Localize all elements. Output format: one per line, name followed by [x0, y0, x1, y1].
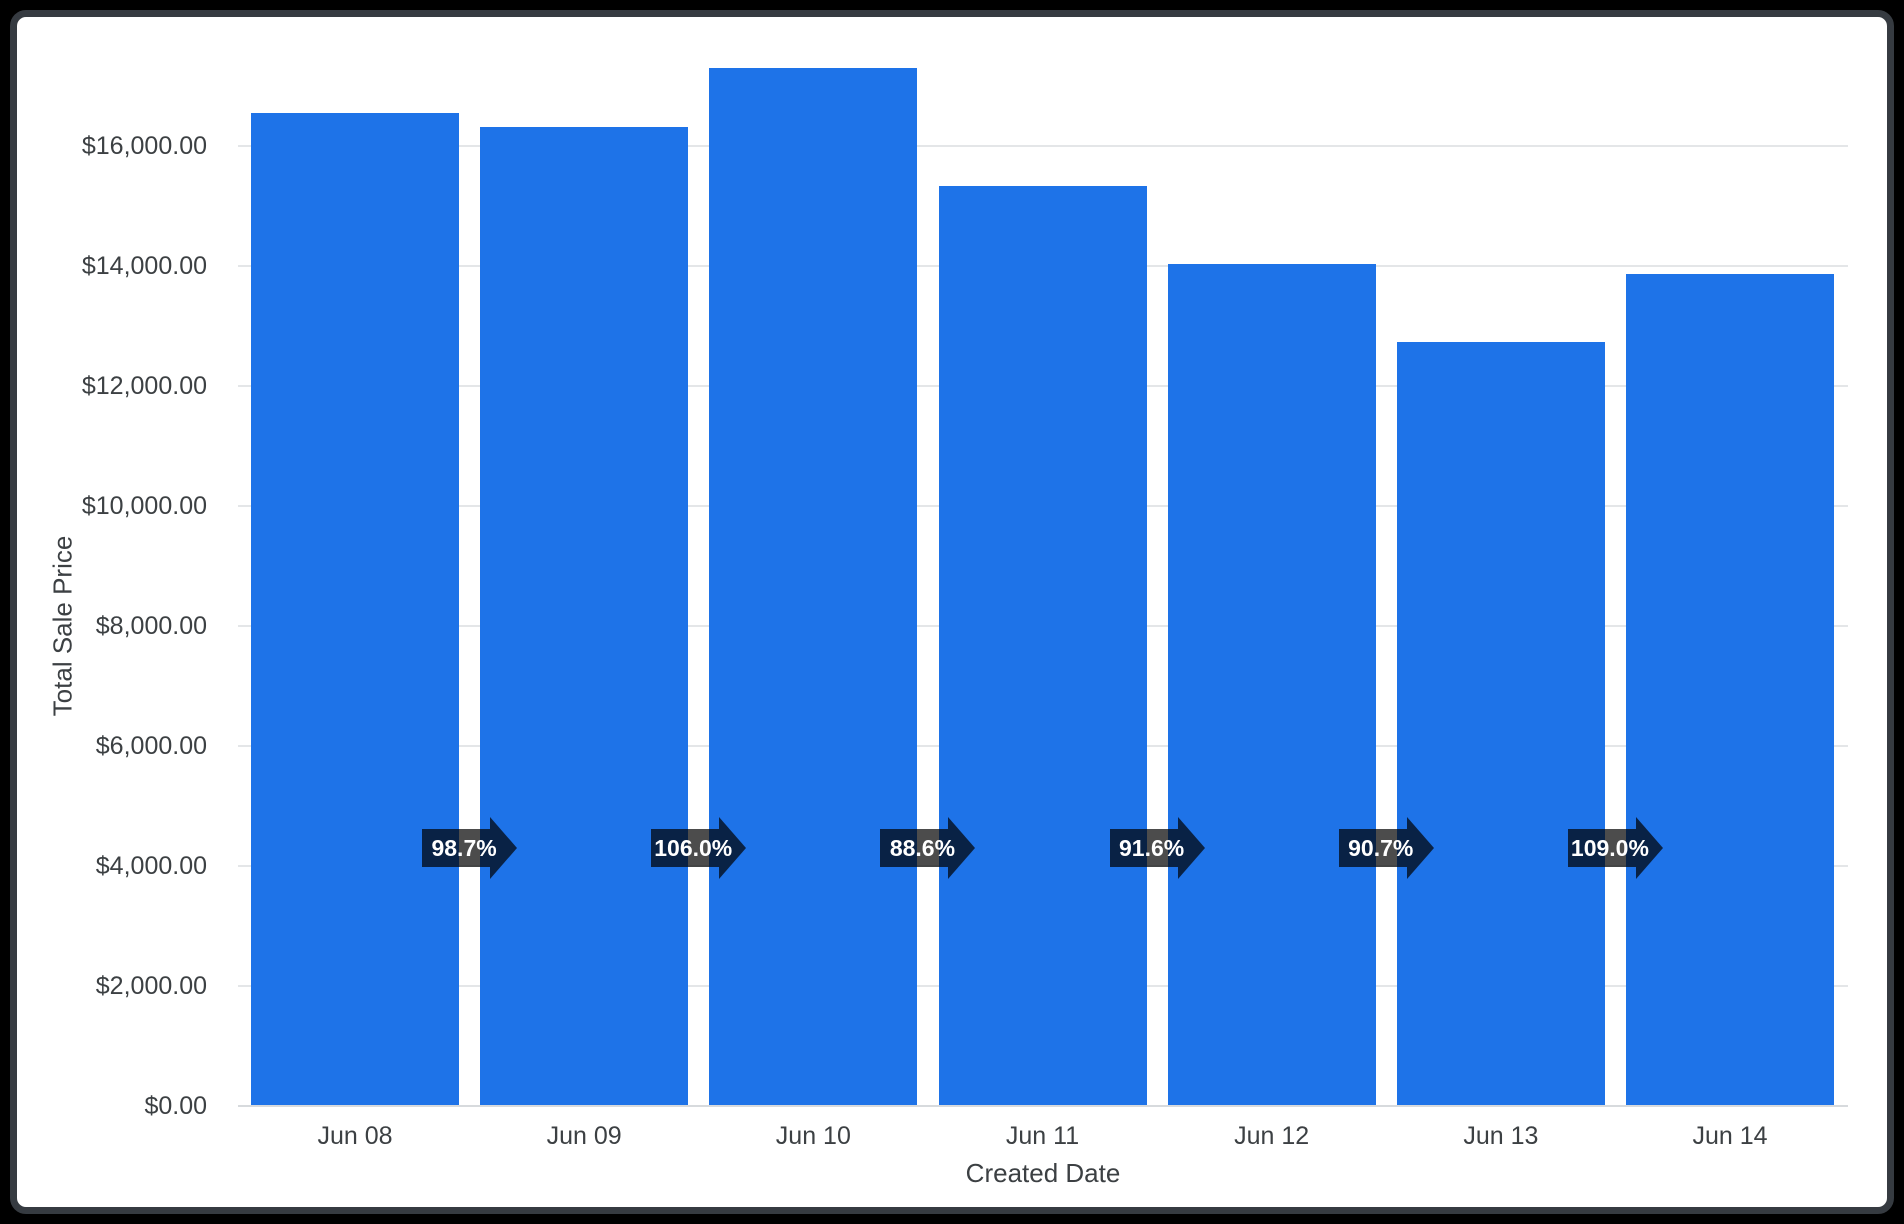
growth-percent-label: 88.6%: [889, 834, 956, 861]
y-tick-label: $10,000.00: [81, 492, 207, 520]
x-axis-baseline: [238, 1105, 1848, 1107]
bar-jun-08[interactable]: [251, 113, 459, 1106]
x-tick-label: Jun 11: [1005, 1122, 1080, 1150]
y-tick-label: $6,000.00: [95, 732, 207, 760]
y-tick-label: $14,000.00: [81, 252, 207, 280]
y-tick-label: $0.00: [144, 1092, 207, 1120]
growth-percent-label: 91.6%: [1118, 834, 1185, 861]
x-tick-label: Jun 10: [775, 1122, 851, 1150]
x-tick-label: Jun 12: [1234, 1122, 1310, 1150]
y-tick-label: $2,000.00: [95, 972, 207, 1000]
growth-arrow-badge: 90.7%: [1338, 817, 1434, 880]
arrow-badge-body: [422, 829, 491, 867]
bar-jun-10[interactable]: [709, 68, 918, 1106]
right-arrow-icon: [948, 817, 976, 879]
growth-arrow-badge: 98.7%: [422, 817, 518, 880]
growth-arrow-badge: 91.6%: [1109, 817, 1205, 880]
x-tick-label: Jun 13: [1463, 1122, 1539, 1150]
growth-arrow-badge: 106.0%: [651, 817, 747, 880]
y-tick-label: $16,000.00: [81, 132, 207, 160]
y-tick-label: $8,000.00: [95, 612, 207, 640]
bar-jun-11[interactable]: [938, 186, 1147, 1106]
bar-jun-12[interactable]: [1167, 264, 1376, 1106]
arrow-badge-body: [1567, 829, 1636, 867]
growth-arrow-badge: 109.0%: [1567, 817, 1663, 880]
arrow-badge-body: [1109, 829, 1178, 867]
chart-card: Total Sale Price $0.00 $2,000.00 $4,000.00…: [10, 10, 1894, 1214]
arrow-badge-body: [880, 829, 949, 867]
x-tick-label: Jun 08: [317, 1122, 393, 1150]
growth-percent-label: 98.7%: [431, 834, 497, 861]
arrow-badge-body: [1338, 829, 1407, 867]
x-axis-title: Created Date: [965, 1158, 1121, 1188]
chart-area: Total Sale Price $0.00 $2,000.00 $4,000.00…: [17, 17, 1887, 1207]
right-arrow-icon: [1177, 817, 1205, 879]
bar-jun-13[interactable]: [1396, 342, 1605, 1106]
arrow-badge-body: [651, 829, 720, 867]
x-tick-label: Jun 14: [1692, 1122, 1768, 1150]
x-tick-label: Jun 09: [546, 1122, 622, 1150]
growth-arrow-badge: 88.6%: [880, 817, 976, 880]
y-tick-label: $4,000.00: [95, 852, 207, 880]
growth-percent-label: 109.0%: [1570, 834, 1649, 861]
right-arrow-icon: [1635, 817, 1663, 879]
right-arrow-icon: [490, 817, 518, 879]
growth-percent-label: 106.0%: [654, 834, 733, 861]
y-tick-label: $12,000.00: [81, 372, 207, 400]
bar-jun-09[interactable]: [480, 126, 689, 1106]
right-arrow-icon: [719, 817, 747, 879]
bar-jun-14[interactable]: [1626, 273, 1835, 1106]
gridline: [238, 145, 1848, 147]
right-arrow-icon: [1406, 817, 1434, 879]
plot-area: 98.7% 106.0% 88.6% 91.6% 90.7% 109.0%: [238, 17, 1848, 1107]
growth-percent-label: 90.7%: [1348, 834, 1414, 861]
